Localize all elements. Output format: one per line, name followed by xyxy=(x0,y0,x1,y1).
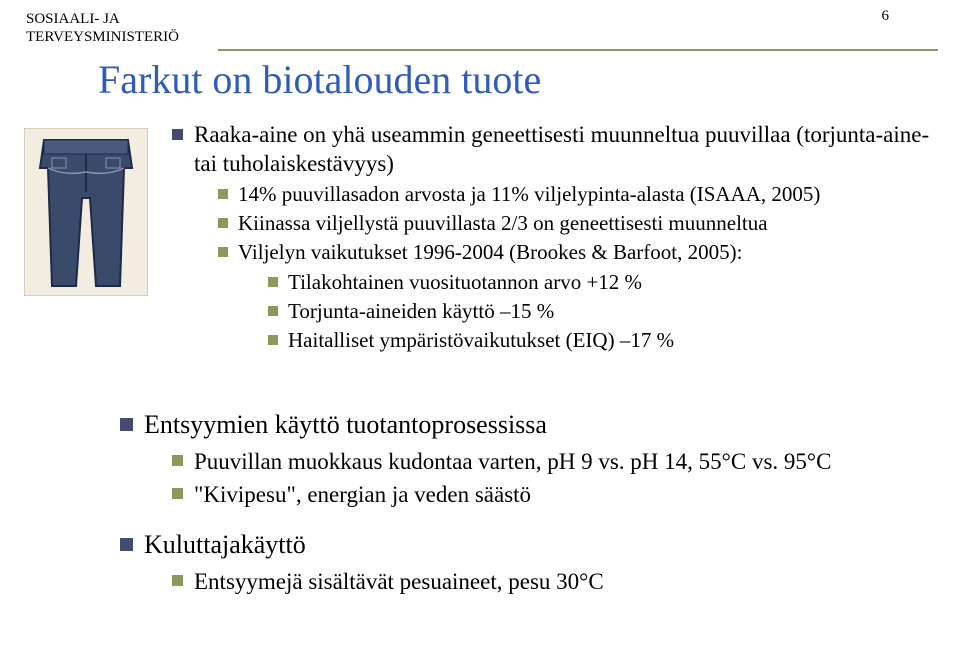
sub-bullet-text: 14% puuvillasadon arvosta ja 11% viljely… xyxy=(238,182,820,206)
list-item: Entsyymejä sisältävät pesuaineet, pesu 3… xyxy=(172,566,930,597)
bullet-text: Entsyymien käyttö tuotantoprosessissa xyxy=(144,410,547,439)
list-item: 14% puuvillasadon arvosta ja 11% viljely… xyxy=(218,181,932,208)
jeans-image xyxy=(24,128,148,296)
list-item: Haitalliset ympäristövaikutukset (EIQ) –… xyxy=(268,327,932,354)
header-line2: TERVEYSMINISTERIÖ xyxy=(26,29,179,45)
sub-bullet-text: Viljelyn vaikutukset 1996-2004 (Brookes … xyxy=(238,240,742,264)
list-item: Kuluttajakäyttö Entsyymejä sisältävät pe… xyxy=(120,528,930,597)
list-item: Raaka-aine on yhä useammin geneettisesti… xyxy=(172,120,932,355)
list-item: "Kivipesu", energian ja veden säästö xyxy=(172,479,930,510)
list-item: Viljelyn vaikutukset 1996-2004 (Brookes … xyxy=(218,239,932,354)
subsub-bullet-text: Tilakohtainen vuosituotannon arvo +12 % xyxy=(288,270,642,294)
sub-bullet-text: Entsyymejä sisältävät pesuaineet, pesu 3… xyxy=(194,569,604,594)
page-number: 6 xyxy=(882,8,890,25)
header-ministry-label: SOSIAALI- JA TERVEYSMINISTERIÖ xyxy=(26,10,179,46)
lower-bullet-list: Entsyymien käyttö tuotantoprosessissa Pu… xyxy=(120,408,930,615)
list-item: Torjunta-aineiden käyttö –15 % xyxy=(268,298,932,325)
list-item: Kiinassa viljellystä puuvillasta 2/3 on … xyxy=(218,210,932,237)
subsub-bullet-text: Haitalliset ympäristövaikutukset (EIQ) –… xyxy=(288,328,674,352)
header-line1: SOSIAALI- JA xyxy=(26,11,120,27)
bullet-text: Kuluttajakäyttö xyxy=(144,530,306,559)
page-title: Farkut on biotalouden tuote xyxy=(98,56,541,103)
list-item: Entsyymien käyttö tuotantoprosessissa Pu… xyxy=(120,408,930,510)
list-item: Puuvillan muokkaus kudontaa varten, pH 9… xyxy=(172,446,930,477)
sub-bullet-text: Kiinassa viljellystä puuvillasta 2/3 on … xyxy=(238,211,768,235)
sub-bullet-text: "Kivipesu", energian ja veden säästö xyxy=(194,482,531,507)
sub-bullet-text: Puuvillan muokkaus kudontaa varten, pH 9… xyxy=(194,449,831,474)
bullet-text: Raaka-aine on yhä useammin geneettisesti… xyxy=(194,122,929,176)
list-item: Tilakohtainen vuosituotannon arvo +12 % xyxy=(268,269,932,296)
main-bullet-list: Raaka-aine on yhä useammin geneettisesti… xyxy=(172,120,932,359)
subsub-bullet-text: Torjunta-aineiden käyttö –15 % xyxy=(288,299,554,323)
header-rule xyxy=(218,49,938,51)
